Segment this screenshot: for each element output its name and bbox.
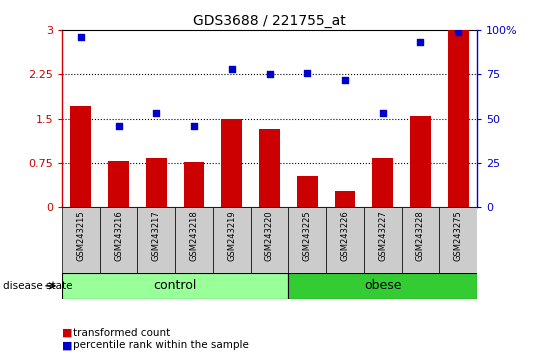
Text: transformed count: transformed count — [73, 328, 170, 338]
Bar — [222, 119, 242, 207]
Bar — [259, 129, 280, 207]
Point — [227, 66, 236, 72]
Bar — [213, 207, 251, 273]
Bar — [288, 207, 326, 273]
Point — [303, 70, 312, 75]
Text: GSM243227: GSM243227 — [378, 210, 387, 261]
Title: GDS3688 / 221755_at: GDS3688 / 221755_at — [193, 14, 346, 28]
Bar — [439, 207, 477, 273]
Point — [190, 123, 198, 129]
Bar — [372, 158, 393, 207]
Point — [114, 123, 123, 129]
Bar — [146, 158, 167, 207]
Text: GSM243226: GSM243226 — [341, 210, 349, 261]
Point — [152, 110, 161, 116]
Point — [265, 72, 274, 77]
Text: GSM243218: GSM243218 — [190, 210, 198, 261]
Text: ■: ■ — [62, 328, 72, 338]
Bar — [288, 273, 477, 299]
Bar — [175, 207, 213, 273]
Bar — [184, 162, 204, 207]
Bar — [410, 116, 431, 207]
Bar — [108, 161, 129, 207]
Text: GSM243228: GSM243228 — [416, 210, 425, 261]
Point — [416, 40, 425, 45]
Point — [341, 77, 349, 82]
Bar — [71, 105, 91, 207]
Text: GSM243220: GSM243220 — [265, 210, 274, 261]
Text: GSM243219: GSM243219 — [227, 210, 236, 261]
Text: GSM243275: GSM243275 — [454, 210, 462, 261]
Bar — [251, 207, 288, 273]
Bar — [326, 207, 364, 273]
Text: percentile rank within the sample: percentile rank within the sample — [73, 340, 248, 350]
Bar — [402, 207, 439, 273]
Point — [454, 29, 462, 35]
Bar — [62, 207, 100, 273]
Point — [77, 34, 85, 40]
Text: GSM243225: GSM243225 — [303, 210, 312, 261]
Text: GSM243215: GSM243215 — [77, 210, 85, 261]
Text: GSM243217: GSM243217 — [152, 210, 161, 261]
Bar — [100, 207, 137, 273]
Text: obese: obese — [364, 279, 402, 292]
Bar — [364, 207, 402, 273]
Bar — [137, 207, 175, 273]
Point — [378, 110, 387, 116]
Bar — [297, 176, 317, 207]
Bar — [62, 273, 288, 299]
Text: control: control — [154, 279, 197, 292]
Text: disease state: disease state — [3, 281, 72, 291]
Bar — [448, 30, 468, 207]
Text: ■: ■ — [62, 340, 72, 350]
Text: GSM243216: GSM243216 — [114, 210, 123, 261]
Bar — [335, 190, 355, 207]
